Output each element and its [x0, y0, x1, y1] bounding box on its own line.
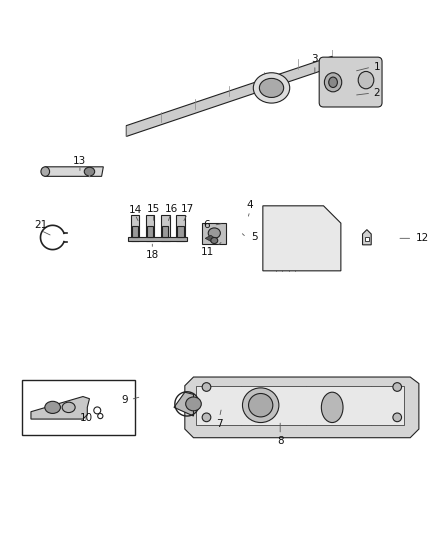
- Ellipse shape: [62, 402, 75, 413]
- Bar: [202, 223, 226, 244]
- Ellipse shape: [202, 383, 210, 391]
- Text: 12: 12: [414, 233, 427, 244]
- Ellipse shape: [248, 393, 272, 417]
- Polygon shape: [205, 235, 215, 241]
- Text: 16: 16: [164, 204, 177, 214]
- Ellipse shape: [84, 167, 95, 176]
- Text: 11: 11: [201, 247, 214, 257]
- Text: 18: 18: [145, 250, 159, 260]
- Ellipse shape: [392, 383, 401, 391]
- Text: 17: 17: [180, 204, 194, 214]
- Polygon shape: [184, 377, 418, 438]
- Text: 7: 7: [215, 419, 223, 429]
- Ellipse shape: [41, 167, 49, 176]
- Text: 3: 3: [311, 54, 318, 63]
- Ellipse shape: [259, 78, 283, 98]
- Text: 14: 14: [128, 205, 141, 215]
- Ellipse shape: [253, 72, 289, 103]
- Bar: [145, 215, 154, 241]
- Text: 15: 15: [147, 204, 160, 214]
- Polygon shape: [262, 206, 340, 271]
- Ellipse shape: [321, 392, 342, 423]
- Ellipse shape: [45, 401, 60, 414]
- Text: 21: 21: [34, 220, 47, 230]
- Bar: [147, 226, 153, 237]
- Ellipse shape: [392, 413, 401, 422]
- Polygon shape: [126, 56, 332, 136]
- Text: 1: 1: [373, 62, 379, 72]
- Ellipse shape: [210, 238, 217, 244]
- Bar: [195, 386, 403, 425]
- Polygon shape: [173, 392, 193, 416]
- Text: 9: 9: [122, 394, 128, 405]
- Text: 2: 2: [373, 88, 379, 98]
- FancyBboxPatch shape: [318, 57, 381, 107]
- Ellipse shape: [202, 413, 210, 422]
- Bar: [131, 215, 139, 241]
- Ellipse shape: [328, 77, 337, 87]
- Bar: [176, 215, 184, 241]
- Text: 5: 5: [250, 232, 257, 243]
- Ellipse shape: [185, 397, 201, 411]
- Text: 8: 8: [276, 437, 283, 447]
- Bar: [128, 237, 187, 241]
- Polygon shape: [31, 397, 89, 419]
- Ellipse shape: [357, 71, 373, 89]
- Text: 4: 4: [246, 200, 253, 210]
- Bar: [177, 226, 183, 237]
- Ellipse shape: [324, 72, 341, 92]
- Bar: [22, 381, 134, 435]
- Text: 13: 13: [73, 156, 86, 166]
- Ellipse shape: [208, 228, 220, 238]
- Bar: [364, 237, 369, 241]
- Ellipse shape: [242, 388, 278, 423]
- Bar: [162, 226, 168, 237]
- Polygon shape: [45, 167, 103, 176]
- Bar: [132, 226, 138, 237]
- Text: 10: 10: [79, 414, 92, 423]
- Text: 6: 6: [203, 220, 209, 230]
- Bar: [161, 215, 169, 241]
- Polygon shape: [362, 230, 371, 245]
